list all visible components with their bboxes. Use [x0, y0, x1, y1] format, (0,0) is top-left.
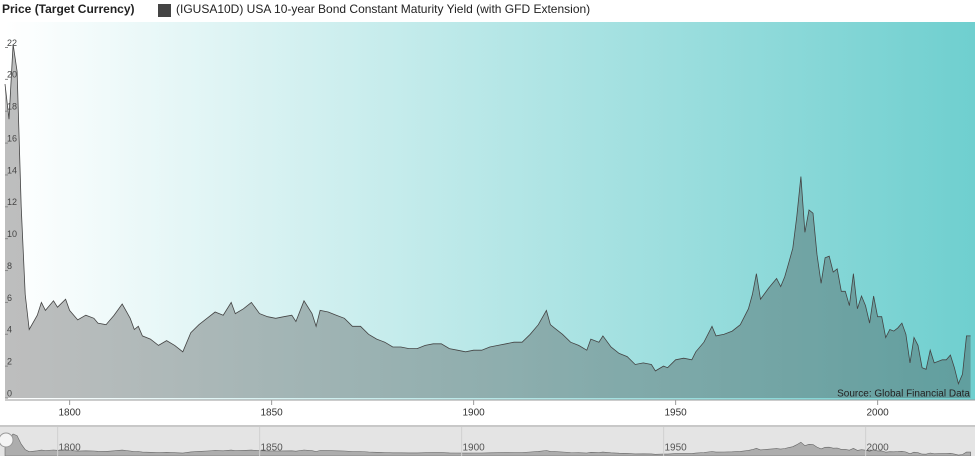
- legend-title: Price (Target Currency): [2, 2, 135, 16]
- navigator-tick-label: 2000: [867, 443, 890, 454]
- y-tick-label: 12: [7, 197, 17, 207]
- y-tick-label: 2: [7, 357, 12, 367]
- navigator-top: [0, 425, 975, 427]
- source-note: Source: Global Financial Data: [837, 389, 970, 400]
- line: [4, 44, 971, 385]
- y-tick-label: 18: [7, 102, 17, 112]
- plot-background: [5, 22, 975, 400]
- legend-swatch[interactable]: [158, 4, 171, 17]
- x-tick-label: 1800: [59, 408, 82, 419]
- y-tick-label: 8: [7, 261, 12, 271]
- navigator-area: [4, 433, 971, 456]
- y-tick-label: 20: [7, 70, 17, 80]
- area: [5, 44, 971, 399]
- y-tick-label: 6: [7, 293, 12, 303]
- navigator-tick-label: 1800: [59, 443, 82, 454]
- navigator-tick-label: 1900: [463, 443, 486, 454]
- y-tick-label: 16: [7, 133, 17, 143]
- x-tick-label: 1950: [665, 408, 688, 419]
- navigator-tick-label: 1950: [665, 443, 688, 454]
- y-tick-label: 0: [7, 388, 12, 398]
- x-tick-label: 1850: [261, 408, 284, 419]
- y-tick-label: 22: [7, 38, 17, 48]
- y-tick-label: 4: [7, 325, 12, 335]
- x-tick-label: 1900: [463, 408, 486, 419]
- x-tick-label: 2000: [867, 408, 890, 419]
- navigator-tick-label: 1850: [261, 443, 284, 454]
- y-tick-label: 14: [7, 165, 17, 175]
- navigator-handle[interactable]: [0, 432, 14, 448]
- y-tick-label: 10: [7, 229, 17, 239]
- legend-label[interactable]: (IGUSA10D) USA 10-year Bond Constant Mat…: [176, 2, 590, 16]
